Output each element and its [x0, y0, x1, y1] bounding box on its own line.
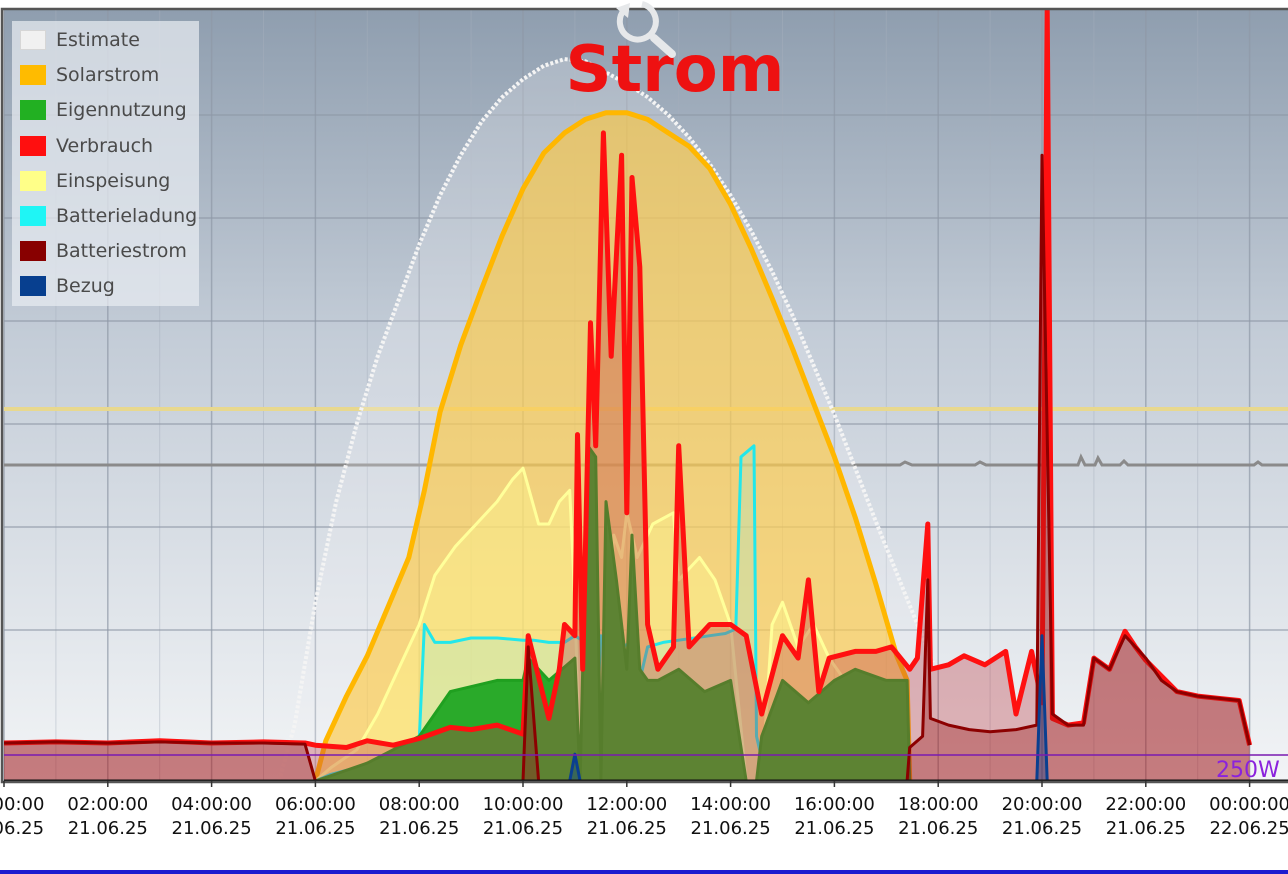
x-tick-date: 21.06.25 [794, 818, 874, 839]
series-line-batteriestrom [4, 153, 1252, 781]
plot-border [0, 7, 1288, 784]
legend-item-verbrauch[interactable]: Verbrauch [20, 131, 153, 161]
x-tick-date: 21.06.25 [68, 818, 148, 839]
series-area-batteriestrom [4, 155, 1250, 781]
series-bezug [4, 634, 1250, 781]
threshold-line [4, 453, 1288, 467]
x-tick-time: 12:00:00 [586, 794, 667, 815]
legend-swatch [20, 100, 46, 121]
x-tick-date: 21.06.25 [587, 818, 667, 839]
x-tick-date: 22.06.25 [1210, 818, 1288, 839]
legend: Estimate Solarstrom Eigennutzung Verbrauch E… [12, 21, 199, 306]
chart-title: Strom [565, 33, 785, 107]
series-line-estimate [277, 57, 935, 781]
x-tick-date: 21.06.25 [0, 818, 44, 839]
legend-label: Batteriestrom [56, 240, 187, 263]
legend-item-einspeisung[interactable]: Einspeisung [20, 166, 170, 196]
legend-swatch [20, 170, 46, 191]
reset-zoom-icon [616, 1, 676, 58]
x-tick-time: 08:00:00 [379, 794, 460, 815]
legend-label: Eigennutzung [56, 99, 187, 122]
series-solarstrom [312, 110, 913, 781]
series-line-bezug [4, 634, 1250, 781]
x-tick-date: 21.06.25 [483, 818, 563, 839]
series-area-eigennutzung [315, 445, 910, 781]
x-tick-time: 02:00:00 [67, 794, 148, 815]
legend-item-bezug[interactable]: Bezug [20, 271, 115, 301]
x-axis-ticks: 00:00:00 21.06.25 02:00:00 21.06.25 04:00:00… [0, 781, 1288, 839]
series-area-verbrauch [4, 10, 1250, 781]
x-tick-time: 00:00:00 [0, 794, 44, 815]
series-line-solarstrom [312, 110, 913, 781]
x-tick-date: 21.06.25 [379, 818, 459, 839]
legend-item-estimate[interactable]: Estimate [20, 25, 140, 55]
legend-label: Solarstrom [56, 64, 160, 87]
reset-zoom-button[interactable] [612, 0, 678, 60]
x-tick-date: 21.06.25 [1002, 818, 1082, 839]
x-tick-time: 14:00:00 [690, 794, 771, 815]
x-tick-date: 21.06.25 [172, 818, 252, 839]
series-batteriestrom [4, 153, 1252, 781]
legend-label: Bezug [56, 275, 115, 298]
x-tick-time: 22:00:00 [1105, 794, 1186, 815]
legend-label: Estimate [56, 29, 140, 51]
legend-swatch [20, 65, 46, 86]
legend-label: Verbrauch [56, 134, 154, 157]
annotation: 250W [4, 754, 1288, 783]
x-tick-time: 10:00:00 [483, 794, 564, 815]
legend-swatch [20, 276, 46, 297]
x-tick-time: 06:00:00 [275, 794, 356, 815]
x-tick-date: 21.06.25 [691, 818, 771, 839]
series-area-solarstrom [315, 112, 910, 781]
x-tick-time: 18:00:00 [898, 794, 979, 815]
x-tick-date: 21.06.25 [275, 818, 355, 839]
legend-item-batteriestrom[interactable]: Batteriestrom [20, 236, 187, 266]
x-tick-time: 20:00:00 [1002, 794, 1083, 815]
legend-item-batterieladung[interactable]: Batterieladung [20, 201, 197, 231]
x-tick-time: 00:00:00 [1209, 794, 1288, 815]
legend-swatch [20, 135, 46, 156]
legend-swatch [20, 241, 46, 262]
x-tick-time: 04:00:00 [171, 794, 252, 815]
legend-label: Einspeisung [56, 169, 171, 192]
bottom-rule [0, 870, 1288, 874]
legend-swatch [20, 206, 46, 226]
legend-label: Batterieladung [56, 205, 198, 227]
legend-swatch [20, 30, 46, 50]
x-tick-date: 21.06.25 [1106, 818, 1186, 839]
legend-item-solarstrom[interactable]: Solarstrom [20, 60, 159, 90]
legend-item-eigennutzung[interactable]: Eigennutzung [20, 95, 187, 125]
series [4, 10, 1253, 781]
x-tick-date: 21.06.25 [898, 818, 978, 839]
x-tick-time: 16:00:00 [794, 794, 875, 815]
250w-label: 250W [1216, 758, 1280, 783]
